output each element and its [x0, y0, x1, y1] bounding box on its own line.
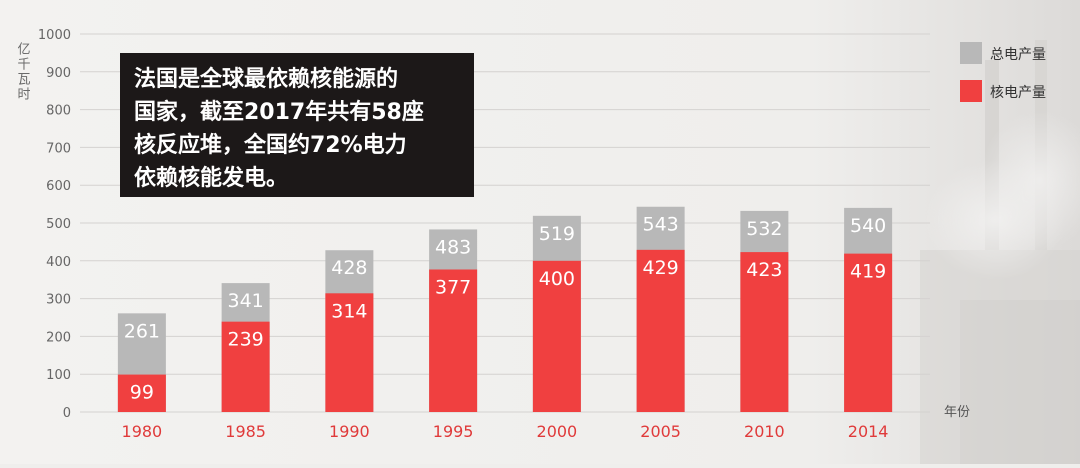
data-label-nuclear: 429 [642, 257, 678, 279]
x-tick-label: 2010 [744, 422, 785, 441]
y-tick-label: 300 [46, 293, 71, 308]
data-label-total: 543 [642, 214, 678, 236]
data-label-total: 519 [539, 223, 575, 245]
y-tick-label: 400 [46, 255, 71, 270]
y-tick-label: 100 [46, 368, 71, 383]
x-tick-label: 2014 [848, 422, 889, 441]
bars: 261 99 341 239 428 314 483 377 519 400 543 429 532 42… [117, 206, 893, 412]
bar-nuclear [325, 293, 374, 412]
y-tick-label: 500 [46, 217, 71, 232]
bar-nuclear [844, 253, 893, 412]
x-axis-unit-label: 年份 [944, 405, 970, 420]
x-tick-label: 2005 [640, 422, 681, 441]
annotation-text: 法国是全球最依赖核能源的国家，截至2017年共有58座核反应堆，全国约72%电力… [134, 66, 424, 191]
bar-nuclear [429, 269, 478, 412]
annotation-line: 法国是全球最依赖核能源的 [134, 66, 398, 92]
data-label-nuclear: 423 [746, 259, 782, 281]
bar-nuclear [117, 374, 166, 412]
legend-label: 总电产量 [990, 47, 1046, 63]
x-axis: 1980 1985 1990 1995 2000 2005 2010 2014 [122, 422, 889, 441]
annotation-box: 法国是全球最依赖核能源的国家，截至2017年共有58座核反应堆，全国约72%电力… [120, 53, 474, 197]
data-label-nuclear: 239 [227, 329, 263, 351]
bar-nuclear [636, 249, 685, 412]
background-factory [920, 40, 1080, 464]
legend-label: 核电产量 [990, 85, 1046, 101]
data-label-total: 483 [435, 236, 471, 258]
annotation-line: 核反应堆，全国约72%电力 [134, 132, 407, 158]
data-label-nuclear: 377 [435, 276, 471, 298]
x-tick-label: 1995 [433, 422, 474, 441]
x-tick-label: 1990 [329, 422, 370, 441]
bar-nuclear [740, 252, 789, 412]
y-tick-label: 700 [46, 141, 71, 156]
y-axis-unit-label: 亿千瓦时 [15, 42, 31, 102]
y-tick-label: 200 [46, 330, 71, 345]
y-tick-label: 800 [46, 104, 71, 119]
y-tick-label: 1000 [38, 28, 71, 43]
data-label-total: 261 [124, 320, 160, 342]
y-tick-label: 900 [46, 66, 71, 81]
y-tick-label: 600 [46, 179, 71, 194]
x-tick-label: 1985 [225, 422, 266, 441]
data-label-total: 532 [746, 218, 782, 240]
data-label-total: 428 [331, 257, 367, 279]
y-axis-unit: 亿千瓦时 [15, 42, 31, 102]
x-tick-label: 2000 [537, 422, 578, 441]
y-tick-label: 0 [63, 406, 71, 421]
y-axis: 0 100 200 300 400 500 600 700 800 900 1000 [38, 28, 71, 421]
data-label-nuclear: 314 [331, 300, 367, 322]
data-label-nuclear: 400 [539, 268, 575, 290]
data-label-nuclear: 419 [850, 261, 886, 283]
bar-nuclear [532, 260, 581, 412]
x-tick-label: 1980 [122, 422, 163, 441]
data-label-total: 341 [227, 290, 263, 312]
data-label-total: 540 [850, 215, 886, 237]
bar-nuclear [221, 321, 270, 412]
annotation-line: 依赖核能发电。 [134, 165, 288, 191]
annotation-line: 国家，截至2017年共有58座 [134, 99, 424, 125]
legend-swatch [960, 42, 982, 64]
legend-swatch [960, 80, 982, 102]
data-label-nuclear: 99 [130, 382, 154, 404]
